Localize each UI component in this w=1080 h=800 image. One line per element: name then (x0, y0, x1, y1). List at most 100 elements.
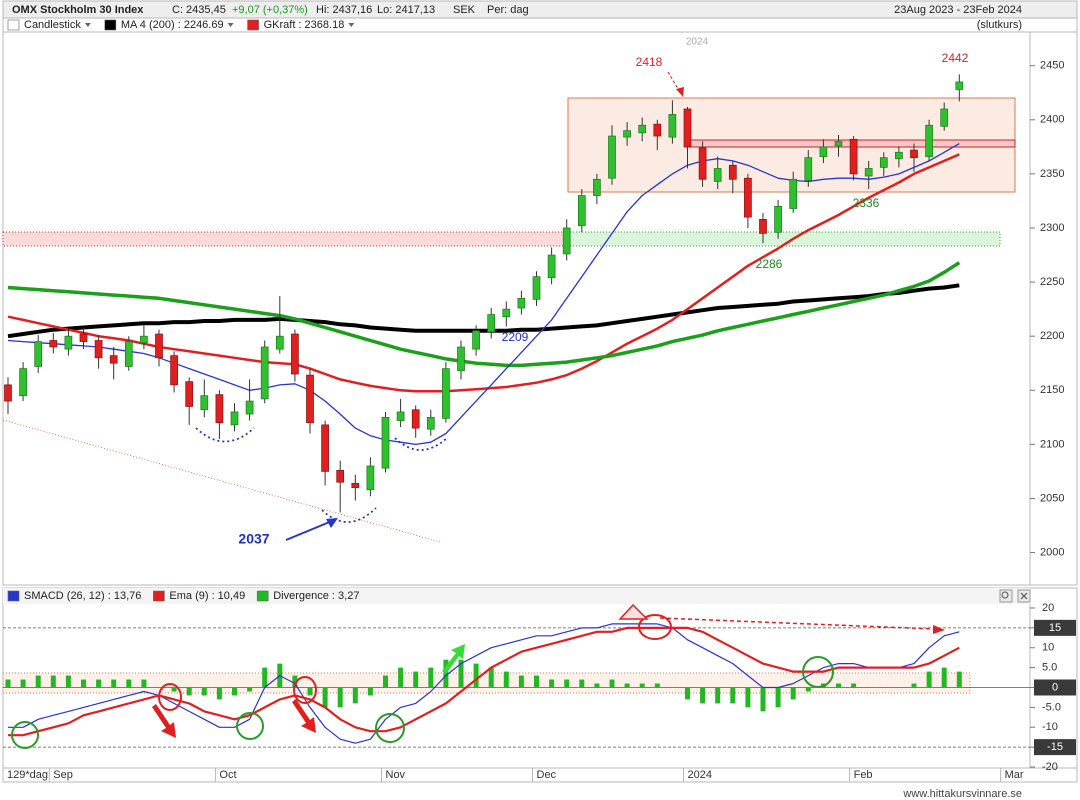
histogram-bar (790, 687, 796, 700)
candle-body (910, 149, 918, 159)
y-tick-label: 20 (1042, 602, 1054, 614)
legend-label: Divergence : 3,27 (273, 590, 359, 602)
histogram-bar (413, 671, 419, 688)
annotation: 2442 (942, 51, 969, 65)
candle-body (185, 381, 194, 407)
candle-body (819, 146, 828, 157)
histogram-bar (881, 687, 887, 688)
y-tick-label: 15 (1049, 622, 1061, 634)
histogram-bar (216, 687, 222, 700)
histogram-bar (730, 687, 736, 704)
histogram-bar (805, 687, 811, 692)
candle-body (638, 124, 647, 134)
histogram-bar (81, 679, 86, 688)
arrow-head (676, 87, 684, 97)
candle-body (608, 135, 616, 179)
histogram-bar (141, 679, 147, 688)
candle-body (245, 400, 254, 415)
candle-body (774, 205, 782, 233)
cross-marker (236, 712, 264, 740)
ma-line (7, 143, 960, 446)
candle-body (170, 355, 178, 386)
candle-body (532, 276, 541, 300)
trend-line (2, 419, 441, 543)
y-tick-label: 10 (1042, 642, 1054, 654)
histogram-bar (322, 687, 328, 708)
y-tick-label: 2050 (1040, 492, 1064, 504)
y-tick-label: 2100 (1040, 438, 1064, 450)
histogram-bar (549, 679, 555, 688)
histogram-bar (96, 679, 102, 688)
legend-dropdown (84, 23, 91, 27)
histogram-bar (609, 679, 615, 688)
low-arc (321, 507, 377, 523)
histogram-bar (866, 687, 872, 688)
y-tick-label: 0 (1052, 681, 1058, 693)
x-tick-label: Mar (1005, 769, 1024, 781)
histogram-bar (534, 675, 539, 688)
ma-line (7, 153, 960, 393)
candle-body (19, 368, 27, 397)
histogram-bar (367, 687, 373, 696)
ma-line (8, 626, 960, 737)
histogram-bar (262, 667, 268, 688)
legend-dropdown (348, 23, 355, 27)
candle-body (547, 254, 556, 279)
low-arc (195, 427, 255, 443)
histogram-bar (156, 687, 162, 688)
histogram-bar (232, 687, 237, 696)
reference-label-box (1034, 619, 1076, 636)
y-tick-label: 2200 (1040, 330, 1064, 342)
histogram-bar (35, 675, 41, 688)
candle-body (34, 341, 43, 367)
legend-swatch (7, 590, 20, 602)
candle-body (457, 346, 465, 372)
candle-body (4, 384, 12, 402)
support-band-right (569, 231, 1001, 247)
candle-body (864, 168, 873, 177)
candle-body (623, 130, 631, 138)
y-tick-label: 2350 (1040, 168, 1064, 180)
histogram-bar (20, 679, 26, 688)
histogram-bar (700, 687, 706, 704)
legend-label: Candlestick (24, 19, 81, 31)
y-tick-label: 2000 (1040, 546, 1064, 558)
histogram-bar (564, 679, 570, 688)
histogram-bar (171, 687, 177, 692)
candle-body (834, 141, 843, 147)
legend-label: GKraft : 2368.18 (264, 19, 345, 31)
candle-body (396, 411, 405, 421)
candle-body (321, 424, 329, 472)
candle-body (487, 314, 496, 333)
price-layer (4, 74, 964, 513)
candle-body (366, 465, 375, 491)
histogram-bar (685, 687, 690, 700)
candle-body (64, 335, 73, 350)
histogram-bar (715, 687, 721, 704)
histogram-bar (956, 671, 962, 688)
x-tick-label: Sep (53, 769, 73, 781)
low-arc (394, 437, 448, 451)
candle-body (502, 308, 511, 318)
legend-label: MA 4 (200) : 2246.69 (121, 19, 224, 31)
year-marker: 2024 (686, 37, 709, 48)
annotation: 2209 (502, 330, 529, 344)
candle-body (472, 330, 480, 350)
candle-body (442, 368, 450, 419)
change: +9,07 (+0,37%) (232, 4, 308, 16)
arrow (667, 71, 681, 93)
x-tick-label: Nov (386, 769, 406, 781)
y-tick-label: -15 (1047, 741, 1063, 753)
histogram-bar (352, 687, 358, 704)
candle-body (698, 147, 707, 180)
legend-swatch (7, 19, 20, 31)
annotation: 2037 (238, 531, 269, 547)
candle-body (306, 374, 314, 424)
candle-body (155, 333, 163, 359)
y-tick-label: 2400 (1040, 114, 1064, 126)
histogram-bar (836, 683, 841, 688)
histogram-bar (428, 667, 434, 688)
histogram-bar (579, 679, 585, 688)
